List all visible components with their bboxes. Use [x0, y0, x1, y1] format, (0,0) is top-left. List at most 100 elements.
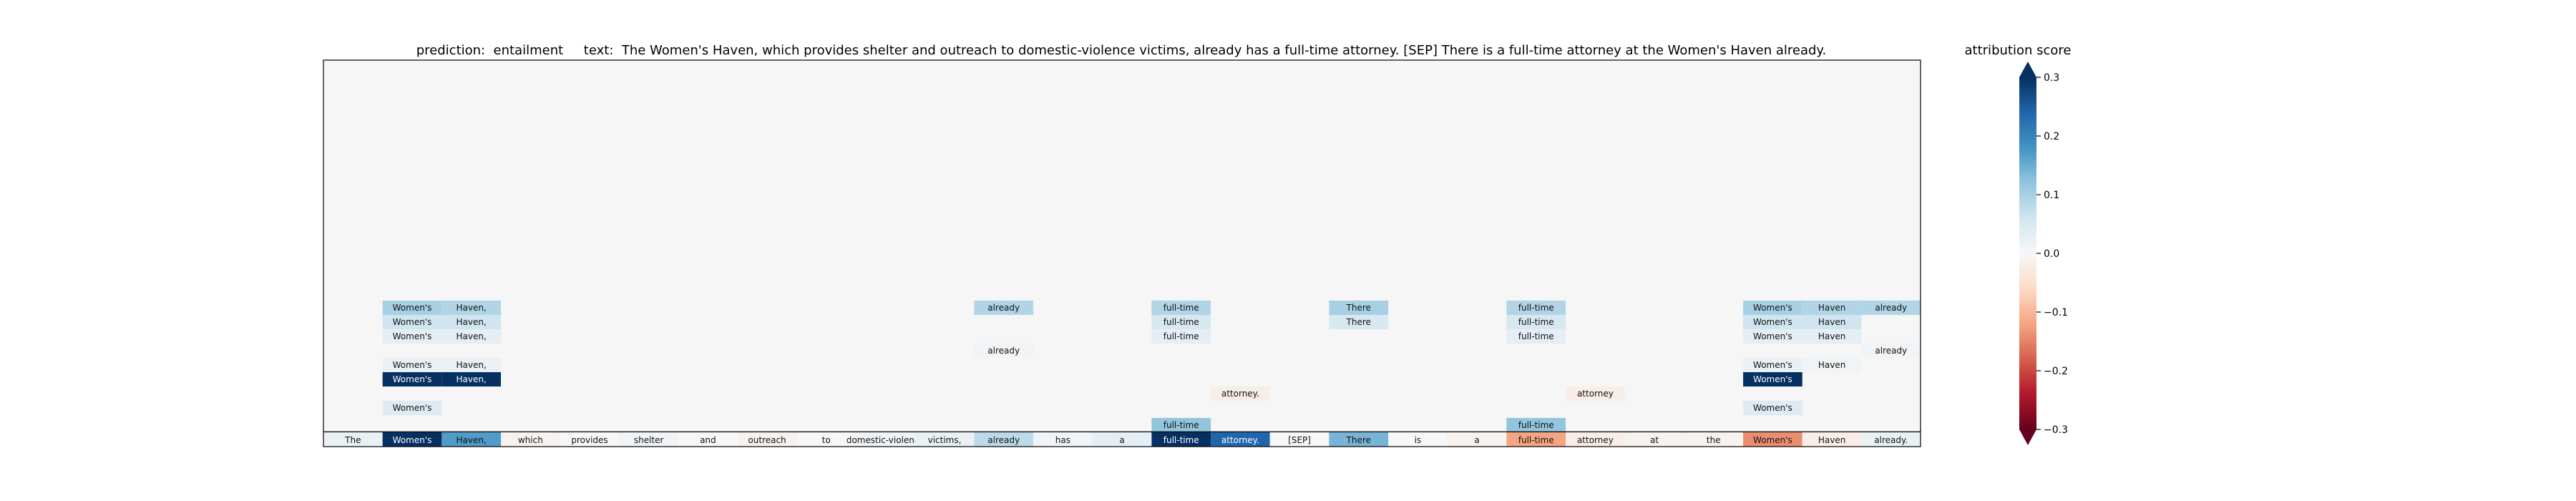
- token-label: and: [700, 435, 716, 445]
- cell-label: full-time: [1518, 317, 1554, 327]
- token-cell: [501, 432, 560, 447]
- token-label: shelter: [634, 435, 664, 445]
- cell-label: Women's: [393, 403, 432, 413]
- cell-label: There: [1346, 303, 1371, 313]
- token-label: at: [1650, 435, 1659, 445]
- attribution-cell: [382, 401, 442, 415]
- token-label: Haven: [1818, 435, 1845, 445]
- cell-label: Women's: [393, 331, 432, 341]
- token-label: the: [1707, 435, 1721, 445]
- token-cell: [1506, 432, 1566, 447]
- colorbar-tick-label: 0.3: [2044, 72, 2059, 84]
- token-label: domestic-violence: [847, 435, 924, 445]
- cell-label: Women's: [393, 374, 432, 384]
- attribution-cell: [1861, 301, 1921, 315]
- attribution-cell: [1506, 418, 1566, 432]
- attribution-cell: [1566, 386, 1625, 401]
- cell-label: full-time: [1163, 420, 1199, 430]
- cell-label: Women's: [1753, 303, 1792, 313]
- attribution-cell: [1743, 372, 1802, 386]
- attribution-cell: [1329, 301, 1389, 315]
- colorbar-tick-label: −0.2: [2044, 366, 2068, 377]
- cell-label: full-time: [1518, 303, 1554, 313]
- attribution-cell: [382, 301, 442, 315]
- token-cell: [1624, 432, 1684, 447]
- token-row: The Women's Haven, which provides shelter and o…: [323, 432, 1921, 447]
- colorbar-max-extend: [2019, 62, 2036, 77]
- token-label: victims,: [928, 435, 962, 445]
- attribution-cell: [382, 372, 442, 386]
- attribution-cell: [382, 358, 442, 372]
- chart-title: prediction: entailment text: The Women's…: [416, 43, 1827, 58]
- cell-label: attorney.: [1221, 389, 1259, 399]
- token-cell: [1033, 432, 1093, 447]
- token-label: already.: [1874, 435, 1908, 445]
- cell-label: already: [1875, 303, 1907, 313]
- heatmap-cells: Women's Haven, already full-time There full-t…: [382, 301, 1921, 432]
- attribution-cell: [1151, 418, 1211, 432]
- attribution-cell: [441, 301, 502, 315]
- token-cell: [1269, 432, 1330, 447]
- cell-label: full-time: [1518, 420, 1554, 430]
- token-label: already: [987, 435, 1020, 445]
- token-label: provides: [571, 435, 608, 445]
- token-cell: [737, 432, 797, 447]
- attribution-cell: [441, 372, 502, 386]
- colorbar-tick-label: 0.2: [2044, 131, 2059, 142]
- token-cell: [1861, 432, 1921, 447]
- token-cell: [1092, 432, 1152, 447]
- attribution-cell: [1211, 386, 1270, 401]
- colorbar-tick-label: 0.0: [2044, 248, 2059, 260]
- colorbar-tick-label: −0.3: [2044, 424, 2068, 436]
- cell-label: full-time: [1163, 303, 1199, 313]
- token-cell: [1802, 432, 1862, 447]
- colorbar-tick-label: 0.1: [2044, 190, 2059, 201]
- token-label: a: [1119, 435, 1124, 445]
- cell-label: Haven: [1818, 360, 1845, 370]
- token-label: full-time: [1518, 435, 1554, 445]
- token-cell: [856, 432, 915, 447]
- colorbar-tick-label: −0.1: [2044, 307, 2068, 318]
- attribution-cell: [1743, 329, 1802, 344]
- attribution-cell: [1506, 315, 1566, 329]
- cell-label: Haven,: [457, 374, 487, 384]
- cell-label: already: [987, 303, 1020, 313]
- token-label: which: [518, 435, 543, 445]
- cell-label: Women's: [1753, 360, 1792, 370]
- cell-label: full-time: [1163, 331, 1199, 341]
- attribution-cell: [1743, 401, 1802, 415]
- attribution-cell: [1743, 358, 1802, 372]
- token-label: Women's: [1753, 435, 1792, 445]
- attribution-cell: [974, 301, 1034, 315]
- cell-label: Women's: [1753, 403, 1792, 413]
- token-label: outreach: [748, 435, 786, 445]
- attribution-cell: [1151, 315, 1211, 329]
- plot-frame: [323, 59, 1921, 447]
- token-label: Haven,: [457, 435, 487, 445]
- attribution-cell: [441, 315, 502, 329]
- token-label: a: [1474, 435, 1479, 445]
- token-cell: [1151, 432, 1211, 447]
- cell-label: attorney: [1577, 389, 1614, 399]
- cell-label: full-time: [1163, 317, 1199, 327]
- attribution-cell: [1802, 301, 1862, 315]
- attribution-cell: [441, 358, 502, 372]
- token-label: attorney.: [1221, 435, 1259, 445]
- attribution-cell: [1329, 315, 1389, 329]
- colorbar-min-extend: [2019, 429, 2036, 445]
- token-cell: [560, 432, 620, 447]
- token-cell: [1566, 432, 1625, 447]
- token-cell: [1388, 432, 1448, 447]
- token-cell: [678, 432, 738, 447]
- cell-label: Women's: [1753, 331, 1792, 341]
- cell-label: Women's: [393, 360, 432, 370]
- cell-label: There: [1346, 317, 1371, 327]
- token-label: full-time: [1163, 435, 1199, 445]
- cell-label: Haven: [1818, 303, 1845, 313]
- attribution-cell: [1506, 329, 1566, 344]
- token-label: Women's: [393, 435, 432, 445]
- attribution-cell: [1802, 358, 1862, 372]
- token-cell: [1329, 432, 1389, 447]
- cell-label: Haven: [1818, 317, 1845, 327]
- token-cell: [1211, 432, 1270, 447]
